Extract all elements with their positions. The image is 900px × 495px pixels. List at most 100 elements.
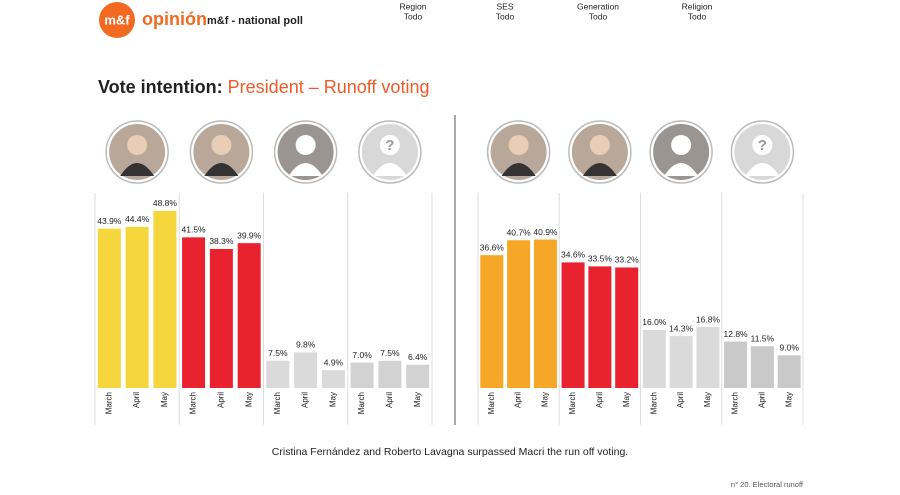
bar <box>642 329 666 388</box>
x-tick-label: April <box>301 392 310 408</box>
value-label: 16.8% <box>696 314 721 324</box>
avatar-head <box>127 135 148 155</box>
avatar-head <box>752 135 773 155</box>
value-label: 39.9% <box>237 230 262 240</box>
value-label: 44.4% <box>125 214 150 224</box>
title: Vote intention: President – Runoff votin… <box>98 77 429 97</box>
value-label: 43.9% <box>97 216 122 226</box>
x-tick-label: March <box>568 392 577 414</box>
x-tick-label: May <box>784 392 793 407</box>
x-tick-label: May <box>329 392 338 407</box>
avatar-body <box>288 163 323 176</box>
avatar-body <box>204 163 239 176</box>
value-label: 7.0% <box>352 350 372 360</box>
avatar-body <box>372 163 407 176</box>
caption: Cristina Fernández and Roberto Lavagna s… <box>272 446 628 458</box>
bar <box>480 255 504 388</box>
value-label: 34.6% <box>561 250 586 260</box>
x-tick-label: April <box>757 392 766 408</box>
x-tick-label: May <box>622 392 631 407</box>
avatar-body <box>582 163 617 176</box>
bar <box>97 228 121 388</box>
filter-label: Generation <box>577 1 619 11</box>
bar <box>209 248 233 388</box>
x-tick-label: May <box>160 392 169 407</box>
value-label: 4.9% <box>324 357 344 367</box>
avatar-head <box>589 135 610 155</box>
filter-value: Todo <box>688 11 707 21</box>
bar <box>724 341 748 388</box>
avatar-question: ? <box>385 137 394 154</box>
bar <box>588 266 612 388</box>
avatar-body <box>501 163 536 176</box>
value-label: 48.8% <box>153 198 178 208</box>
logo-badge <box>99 2 135 38</box>
value-label: 36.6% <box>480 242 505 252</box>
x-tick-label: May <box>703 392 712 407</box>
value-label: 14.3% <box>669 323 694 333</box>
filter-value: Todo <box>404 11 423 21</box>
bar <box>125 226 149 388</box>
bar <box>777 355 801 388</box>
x-tick-label: April <box>595 392 604 408</box>
value-label: 40.7% <box>507 228 532 238</box>
value-label: 9.0% <box>780 343 800 353</box>
header-subtitle: m&f - national poll <box>207 15 303 27</box>
bar <box>533 239 557 388</box>
x-tick-label: March <box>273 392 282 414</box>
bar <box>406 364 430 388</box>
bar <box>378 360 402 388</box>
x-tick-label: April <box>385 392 394 408</box>
bar <box>750 346 774 388</box>
brand: opinión <box>142 9 207 29</box>
filter-value: Todo <box>496 11 515 21</box>
filter-label: Religion <box>682 1 713 11</box>
avatar-body <box>745 163 780 176</box>
filter-value: Todo <box>589 11 608 21</box>
bar <box>615 267 639 388</box>
avatar-head <box>508 135 529 155</box>
avatar-body <box>664 163 699 176</box>
x-tick-label: April <box>132 392 141 408</box>
bar <box>237 243 261 388</box>
x-tick-label: May <box>541 392 550 407</box>
bar <box>561 262 585 388</box>
filter-label: Region <box>400 1 427 11</box>
bar <box>321 370 345 388</box>
value-label: 12.8% <box>724 329 749 339</box>
avatar-question: ? <box>758 137 767 154</box>
value-label: 7.5% <box>268 348 288 358</box>
value-label: 40.9% <box>533 227 558 237</box>
value-label: 11.5% <box>751 334 775 344</box>
x-tick-label: March <box>357 392 366 414</box>
avatar-head <box>211 135 232 155</box>
x-tick-label: April <box>676 392 685 408</box>
value-label: 9.8% <box>296 340 316 350</box>
title-prefix: Vote intention: <box>98 77 223 97</box>
bar <box>696 327 720 388</box>
bar <box>182 237 206 388</box>
value-label: 6.4% <box>408 352 428 362</box>
value-label: 38.3% <box>209 236 234 246</box>
avatar-head <box>295 135 316 155</box>
plots: 43.9% March 44.4% April 48.8% May 41.5% March 38… <box>94 120 804 425</box>
x-tick-label: May <box>244 392 253 407</box>
bar <box>669 336 693 388</box>
x-tick-label: March <box>649 392 658 414</box>
x-tick-label: March <box>189 392 198 414</box>
avatar-head <box>671 135 692 155</box>
logo: m&f <box>104 12 130 27</box>
value-label: 33.5% <box>588 254 613 264</box>
bar <box>153 210 177 388</box>
footer: n° 20. Electoral runoff <box>731 480 804 489</box>
bar <box>294 352 318 388</box>
x-tick-label: March <box>104 392 113 414</box>
value-label: 7.5% <box>380 348 400 358</box>
x-tick-label: May <box>413 392 422 407</box>
bar <box>350 362 374 388</box>
avatar-body <box>120 163 155 176</box>
value-label: 41.5% <box>182 225 207 235</box>
bar <box>507 240 531 388</box>
x-tick-label: April <box>216 392 225 408</box>
